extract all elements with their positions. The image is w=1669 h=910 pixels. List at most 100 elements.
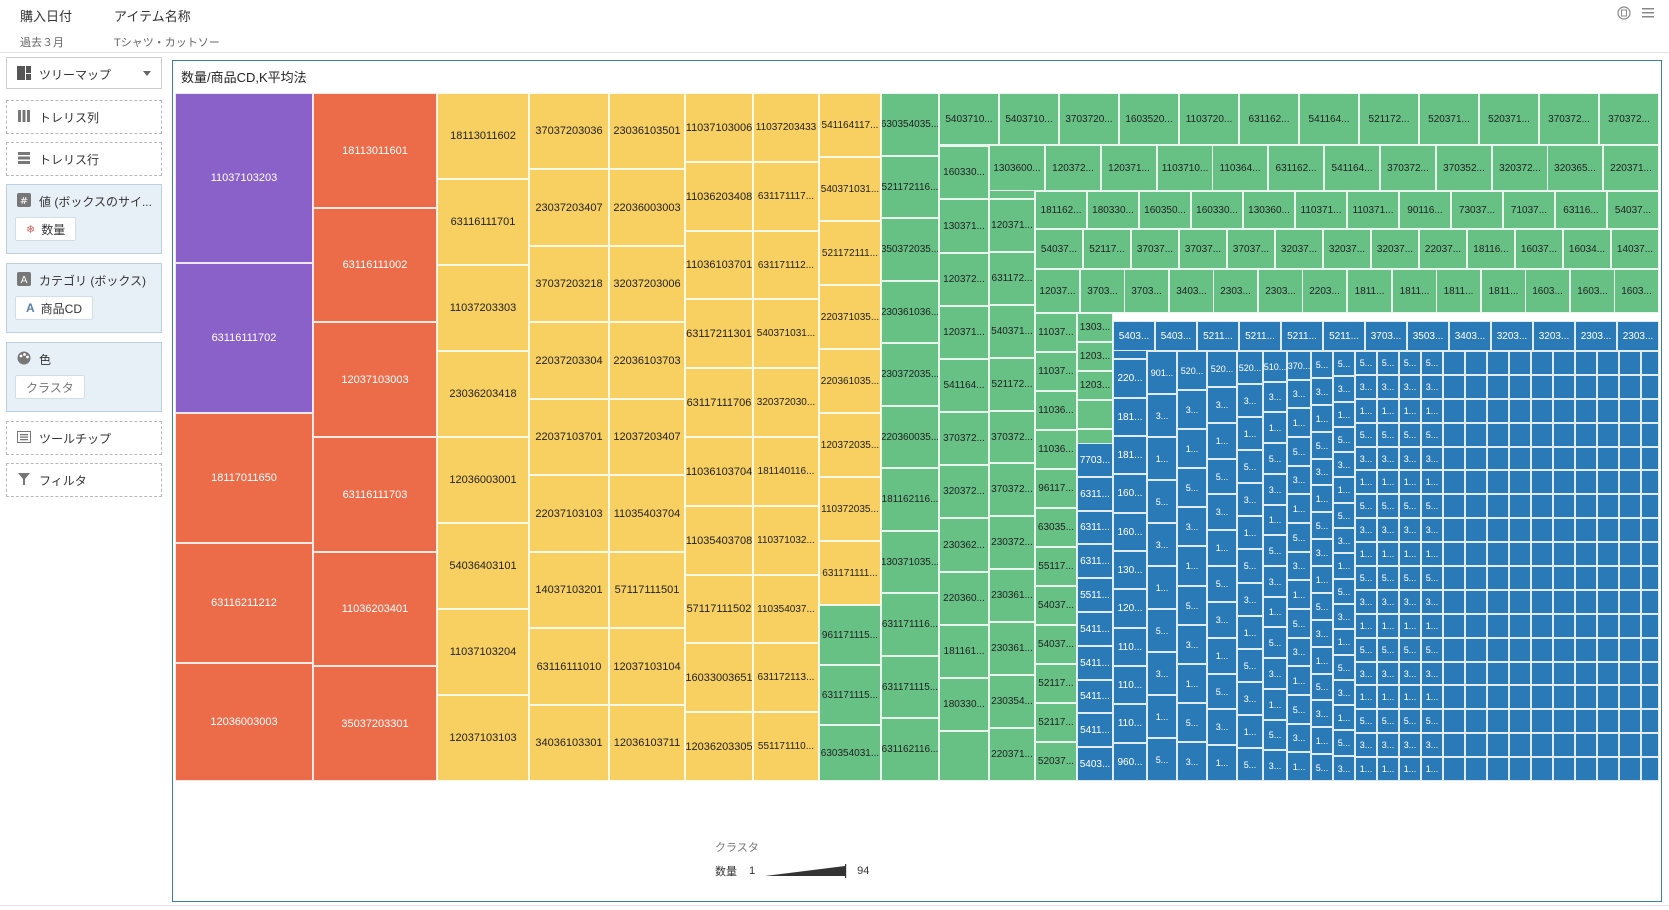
treemap-cell[interactable]: 631171111... xyxy=(819,541,881,605)
treemap-cell[interactable] xyxy=(1619,399,1641,423)
treemap-cell[interactable] xyxy=(1509,542,1531,566)
treemap-cell[interactable] xyxy=(1465,566,1487,590)
treemap-cell[interactable] xyxy=(1641,638,1659,662)
treemap-cell[interactable] xyxy=(1597,399,1619,423)
treemap-cell[interactable]: 12037... xyxy=(1035,269,1080,313)
treemap-cell[interactable]: 1203... xyxy=(1077,371,1113,400)
treemap-cell[interactable] xyxy=(1597,542,1619,566)
treemap-cell[interactable]: 3... xyxy=(1333,756,1355,781)
treemap-cell[interactable]: 1... xyxy=(1377,399,1399,423)
treemap-cell[interactable] xyxy=(1575,423,1597,447)
treemap-cell[interactable]: 5... xyxy=(1311,351,1333,378)
treemap-cell[interactable] xyxy=(1597,709,1619,733)
treemap-cell[interactable] xyxy=(1487,351,1509,375)
treemap-cell[interactable] xyxy=(1509,638,1531,662)
treemap-cell[interactable]: 5403... xyxy=(1155,321,1197,351)
treemap-cell[interactable] xyxy=(1575,566,1597,590)
treemap-cell[interactable]: 3... xyxy=(1333,604,1355,629)
treemap-cell[interactable]: 37037... xyxy=(1131,229,1179,269)
treemap-cell[interactable]: 63116111701 xyxy=(437,179,529,265)
treemap-cell[interactable]: 2303... xyxy=(1575,321,1617,351)
treemap-cell[interactable]: 5... xyxy=(1177,586,1207,625)
treemap-cell[interactable]: 57117111502 xyxy=(685,575,753,643)
treemap-cell[interactable]: 1... xyxy=(1177,429,1207,468)
treemap-cell[interactable] xyxy=(1553,447,1575,470)
treemap-cell[interactable] xyxy=(1619,733,1641,757)
treemap-cell[interactable]: 1811... xyxy=(1481,269,1526,313)
treemap-cell[interactable]: 22036103703 xyxy=(609,322,685,399)
treemap-cell[interactable]: 631162... xyxy=(1268,145,1324,191)
treemap-cell[interactable]: 5211... xyxy=(1239,321,1281,351)
treemap-cell[interactable]: 5... xyxy=(1207,566,1237,602)
treemap-cell[interactable]: 521172... xyxy=(989,358,1035,411)
treemap-cell[interactable]: 11036103701 xyxy=(685,231,753,299)
treemap-cell[interactable] xyxy=(1487,518,1509,542)
treemap-cell[interactable] xyxy=(1597,685,1619,709)
category-slot[interactable]: A カテゴリ (ボックス) A 商品CD xyxy=(6,263,162,333)
treemap-cell[interactable] xyxy=(1575,470,1597,494)
treemap-cell[interactable]: 130371... xyxy=(939,199,989,253)
treemap-cell[interactable] xyxy=(1597,423,1619,447)
treemap-cell[interactable]: 3... xyxy=(1147,652,1177,695)
treemap-cell[interactable] xyxy=(1619,423,1641,447)
treemap-cell[interactable] xyxy=(1531,423,1553,447)
treemap-cell[interactable]: 1... xyxy=(1207,423,1237,459)
treemap-cell[interactable]: 1... xyxy=(1421,757,1443,781)
treemap-cell[interactable] xyxy=(1509,757,1531,781)
treemap-cell[interactable] xyxy=(1619,447,1641,470)
treemap-cell[interactable]: 5... xyxy=(1333,351,1355,376)
treemap-cell[interactable]: 1... xyxy=(1399,542,1421,566)
treemap-cell[interactable] xyxy=(1619,470,1641,494)
treemap-cell[interactable] xyxy=(1553,423,1575,447)
data-icon[interactable] xyxy=(1617,6,1631,20)
treemap-cell[interactable] xyxy=(1465,638,1487,662)
treemap-cell[interactable]: 5... xyxy=(1311,512,1333,539)
treemap-cell[interactable] xyxy=(1443,423,1465,447)
treemap-cell[interactable] xyxy=(1619,709,1641,733)
treemap-cell[interactable]: 3... xyxy=(1147,523,1177,566)
treemap-cell[interactable]: 1103720... xyxy=(1179,93,1239,145)
treemap-cell[interactable]: 5... xyxy=(1421,566,1443,590)
treemap-cell[interactable] xyxy=(1509,662,1531,685)
treemap-cell[interactable]: 1... xyxy=(1333,477,1355,503)
treemap-cell[interactable]: 160330... xyxy=(1191,191,1243,229)
treemap-cell[interactable]: 5... xyxy=(1287,609,1311,638)
treemap[interactable]: 11037103203 63116111702 18117011650 6311621… xyxy=(175,93,1659,831)
treemap-cell[interactable] xyxy=(1575,685,1597,709)
treemap-cell[interactable]: 90116... xyxy=(1399,191,1451,229)
treemap-cell[interactable] xyxy=(1531,518,1553,542)
treemap-cell[interactable]: 1... xyxy=(1399,399,1421,423)
treemap-cell[interactable] xyxy=(1443,757,1465,781)
treemap-cell[interactable]: 120372... xyxy=(1045,145,1101,191)
treemap-cell[interactable]: 1... xyxy=(1399,614,1421,638)
treemap-cell[interactable]: 14037103201 xyxy=(529,552,609,628)
treemap-cell[interactable] xyxy=(1575,733,1597,757)
treemap-cell[interactable]: 230354... xyxy=(989,675,1035,728)
treemap-cell[interactable]: 32037... xyxy=(1371,229,1419,269)
treemap-cell[interactable]: 5... xyxy=(1237,450,1263,483)
treemap-cell[interactable] xyxy=(1443,542,1465,566)
treemap-cell[interactable]: 1303... xyxy=(1077,313,1113,342)
treemap-cell[interactable] xyxy=(1575,375,1597,399)
treemap-cell[interactable]: 631171112... xyxy=(753,231,819,299)
treemap-cell[interactable]: 3... xyxy=(1207,602,1237,638)
treemap-cell[interactable]: 3203... xyxy=(1533,321,1575,351)
treemap-cell[interactable]: 6311... xyxy=(1077,511,1113,544)
treemap-cell[interactable]: 1... xyxy=(1147,695,1177,738)
treemap-cell[interactable] xyxy=(1509,590,1531,614)
treemap-cell[interactable] xyxy=(1465,399,1487,423)
treemap-cell[interactable] xyxy=(1575,399,1597,423)
treemap-cell[interactable]: 350372035... xyxy=(881,218,939,281)
treemap-cell[interactable]: 120371... xyxy=(989,199,1035,252)
treemap-cell[interactable] xyxy=(1531,494,1553,518)
treemap-cell[interactable]: 5... xyxy=(1333,503,1355,528)
treemap-cell[interactable]: 3703... xyxy=(1124,269,1169,313)
treemap-cell[interactable]: 541164... xyxy=(1324,145,1380,191)
treemap-cell[interactable]: 63117111706 xyxy=(685,368,753,437)
menu-icon[interactable] xyxy=(1641,6,1655,20)
treemap-cell[interactable] xyxy=(1641,757,1659,781)
treemap-cell[interactable]: 3... xyxy=(1287,724,1311,752)
treemap-cell[interactable] xyxy=(1443,685,1465,709)
treemap-cell[interactable] xyxy=(1509,614,1531,638)
treemap-cell[interactable]: 11037103006 xyxy=(685,93,753,162)
